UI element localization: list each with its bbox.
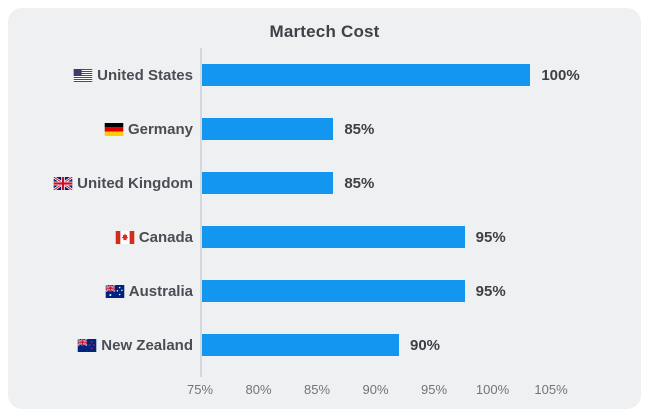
- country-name: New Zealand: [101, 336, 193, 354]
- category-label: Germany: [8, 121, 200, 138]
- x-tick-label: 105%: [534, 382, 568, 397]
- x-tick-label: 75%: [186, 382, 214, 397]
- gb-flag-icon: [53, 176, 74, 190]
- bar: [202, 334, 399, 356]
- plot-area: 90%: [200, 318, 596, 372]
- bar: [202, 172, 334, 194]
- x-axis: 75% 80% 85% 90% 95% 100% 105%: [187, 372, 568, 402]
- category-label: United Kingdom: [8, 175, 200, 192]
- category-label: New Zealand: [8, 337, 200, 354]
- nz-flag-icon: [77, 338, 97, 352]
- ca-flag-icon: [115, 230, 135, 244]
- x-tick-label: 90%: [362, 382, 389, 397]
- plot-area: 85%: [200, 102, 596, 156]
- axis-tick-mark: [200, 372, 202, 377]
- chart-row: United States 100%: [8, 48, 596, 102]
- country-name: Canada: [138, 228, 193, 246]
- country-name: Australia: [128, 282, 193, 300]
- chart-row: Canada 95%: [8, 210, 596, 264]
- bar-value-label: 85%: [344, 174, 375, 192]
- de-flag-icon: [104, 122, 124, 136]
- us-flag-icon: [73, 68, 93, 82]
- chart-rows: United States 100% Germany 85% United Kingdo…: [8, 48, 596, 372]
- bar-value-label: 95%: [475, 282, 506, 300]
- chart-row: Australia 95%: [8, 264, 596, 318]
- category-label: Australia: [8, 283, 200, 300]
- bar: [202, 118, 334, 140]
- category-label: United States: [8, 67, 200, 84]
- plot-area: 85%: [200, 156, 596, 210]
- country-name: United Kingdom: [77, 174, 193, 192]
- bar-chart: United States 100% Germany 85% United Kingdo…: [8, 48, 641, 402]
- chart-row: United Kingdom 85%: [8, 156, 596, 210]
- x-tick-label: 85%: [303, 382, 331, 397]
- bar: [202, 226, 465, 248]
- bar: [202, 280, 465, 302]
- chart-row: New Zealand 90%: [8, 318, 596, 372]
- chart-row: Germany 85%: [8, 102, 596, 156]
- bar: [202, 64, 531, 86]
- au-flag-icon: [105, 284, 125, 298]
- country-name: United States: [97, 66, 193, 84]
- country-name: Germany: [127, 120, 193, 138]
- chart-title: Martech Cost: [269, 22, 380, 41]
- bar-value-label: 85%: [344, 120, 375, 138]
- bar-value-label: 100%: [541, 66, 580, 84]
- bar-value-label: 95%: [475, 228, 506, 246]
- x-tick-label: 80%: [245, 382, 272, 397]
- category-label: Canada: [8, 229, 200, 246]
- bar-value-label: 90%: [410, 336, 441, 354]
- chart-card: Martech Cost United States 100% Germany 85%…: [8, 8, 641, 409]
- x-tick-label: 95%: [420, 382, 448, 397]
- x-tick-label: 100%: [475, 382, 510, 397]
- plot-area: 100%: [200, 48, 596, 102]
- plot-area: 95%: [200, 264, 596, 318]
- plot-area: 95%: [200, 210, 596, 264]
